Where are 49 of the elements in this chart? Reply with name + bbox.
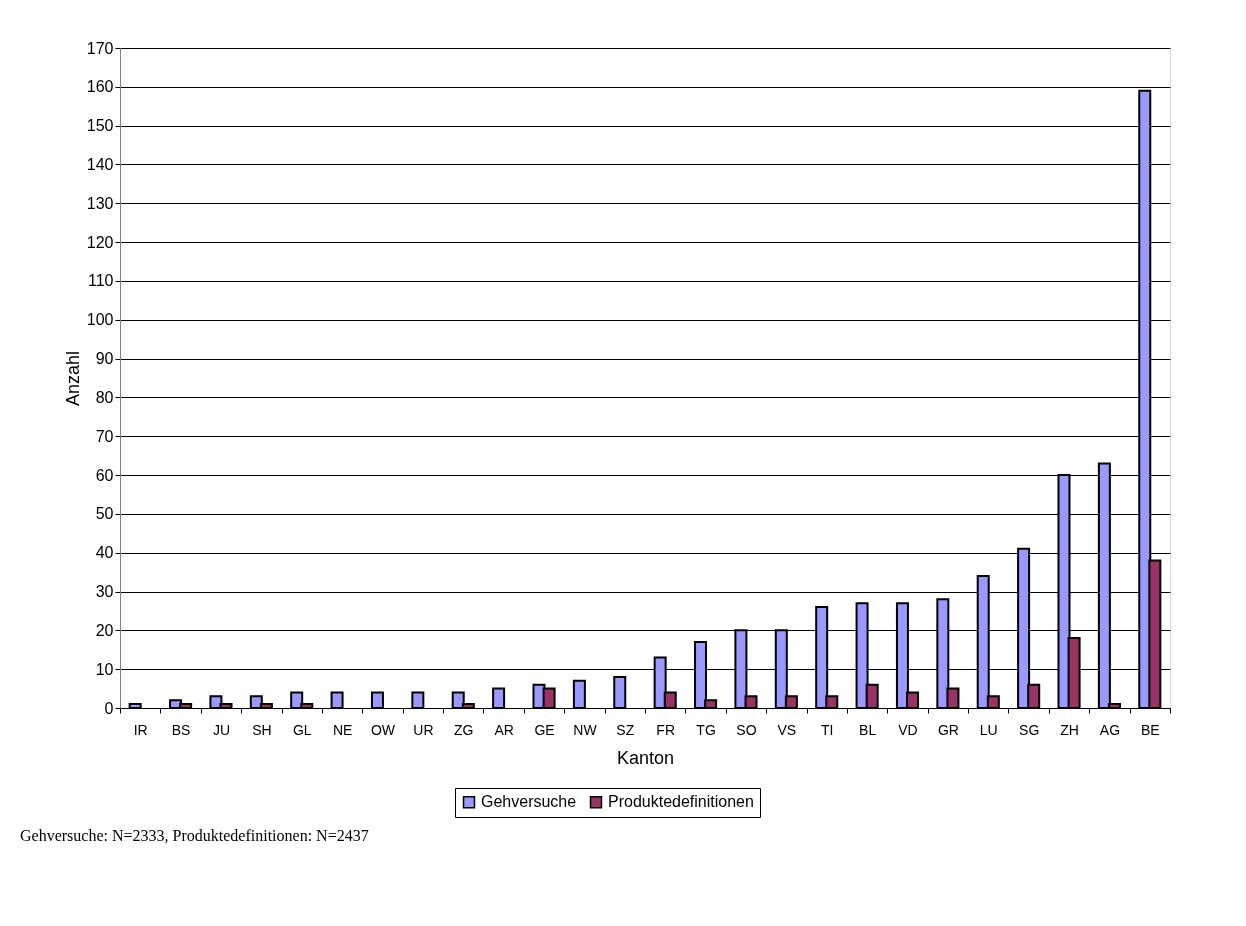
y-tick-label: 20 xyxy=(95,621,114,639)
x-tick-label: TI xyxy=(821,721,834,738)
x-tick-label: AG xyxy=(1099,721,1121,738)
x-tick-label: NE xyxy=(332,721,353,738)
x-tick-label: IR xyxy=(133,721,148,738)
x-tick-label: AR xyxy=(494,721,514,738)
y-tick-label: 100 xyxy=(86,311,114,329)
x-tick-label: OW xyxy=(370,721,396,738)
x-tick-label: BS xyxy=(171,721,191,738)
x-tick-label: GR xyxy=(937,721,959,738)
y-tick-label: 170 xyxy=(86,39,114,57)
x-tick-label: ZG xyxy=(454,721,474,738)
x-tick-label: SZ xyxy=(616,721,635,738)
x-tick-label: BL xyxy=(859,721,877,738)
y-tick-label: 140 xyxy=(86,155,114,173)
y-tick-label: 120 xyxy=(86,233,114,251)
y-tick-label: 30 xyxy=(95,583,114,601)
y-tick-label: 110 xyxy=(87,272,114,290)
x-tick-label: TG xyxy=(696,721,716,738)
y-tick-label: 90 xyxy=(95,350,114,368)
y-tick-label: 60 xyxy=(95,466,114,484)
y-tick-label: 130 xyxy=(86,194,114,212)
x-tick-label: UR xyxy=(413,721,434,738)
x-tick-label: SH xyxy=(252,721,272,738)
y-tick-label: 160 xyxy=(86,78,114,96)
x-tick-label: JU xyxy=(212,721,231,738)
y-tick-label: 50 xyxy=(95,505,114,523)
y-tick-label: 150 xyxy=(86,117,114,135)
x-tick-label: LU xyxy=(979,721,998,738)
x-tick-label: SG xyxy=(1019,721,1040,738)
y-axis-title: Anzahl xyxy=(62,350,83,407)
y-tick-label: 70 xyxy=(95,427,114,445)
x-tick-label: NW xyxy=(573,721,598,738)
legend-label: Gehversuche xyxy=(481,793,577,811)
x-tick-label: FR xyxy=(656,721,676,738)
y-tick-label: 40 xyxy=(95,544,114,562)
x-tick-label: VD xyxy=(898,721,918,738)
y-tick-label: 80 xyxy=(95,388,114,406)
x-tick-label: GL xyxy=(292,721,312,738)
y-tick-label: 10 xyxy=(95,660,114,678)
text: Gehversuche: N=2333, Produktedefinitionen: N=2437 xyxy=(20,826,369,844)
x-tick-label: ZH xyxy=(1060,721,1079,738)
x-tick-label: VS xyxy=(777,721,797,738)
y-tick-label: 0 xyxy=(104,699,114,717)
x-tick-label: GE xyxy=(534,721,555,738)
x-tick-label: SO xyxy=(736,721,757,738)
x-axis-title: Kanton xyxy=(616,747,675,768)
x-tick-label: BE xyxy=(1140,721,1160,738)
legend-label: Produktedefinitionen xyxy=(608,793,754,811)
